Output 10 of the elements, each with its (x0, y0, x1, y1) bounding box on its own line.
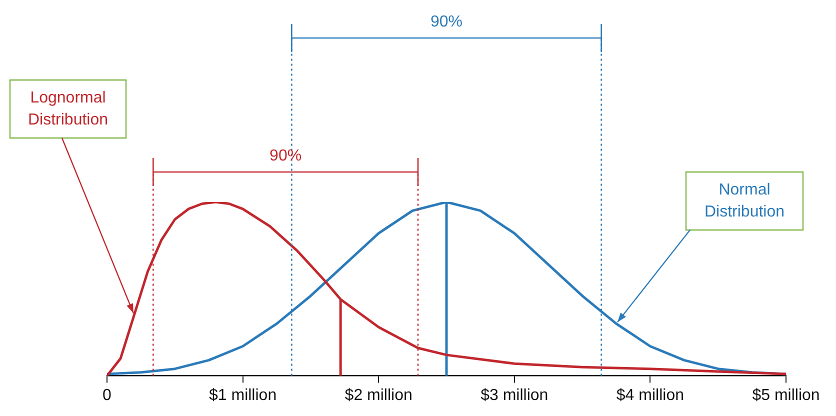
x-tick-label: $3 million (480, 386, 548, 404)
text: 90% (430, 13, 463, 30)
text: Lognormal Distribution (28, 89, 108, 128)
x-tick-label: $2 million (344, 386, 412, 404)
x-tick-label: $4 million (616, 386, 684, 404)
x-tick-label: $5 million (752, 386, 820, 404)
x-tick-label: $1 million (209, 386, 277, 404)
text: 90% (270, 147, 302, 164)
x-tick-label: 0 (102, 386, 112, 404)
text: Normal Distribution (704, 181, 785, 220)
